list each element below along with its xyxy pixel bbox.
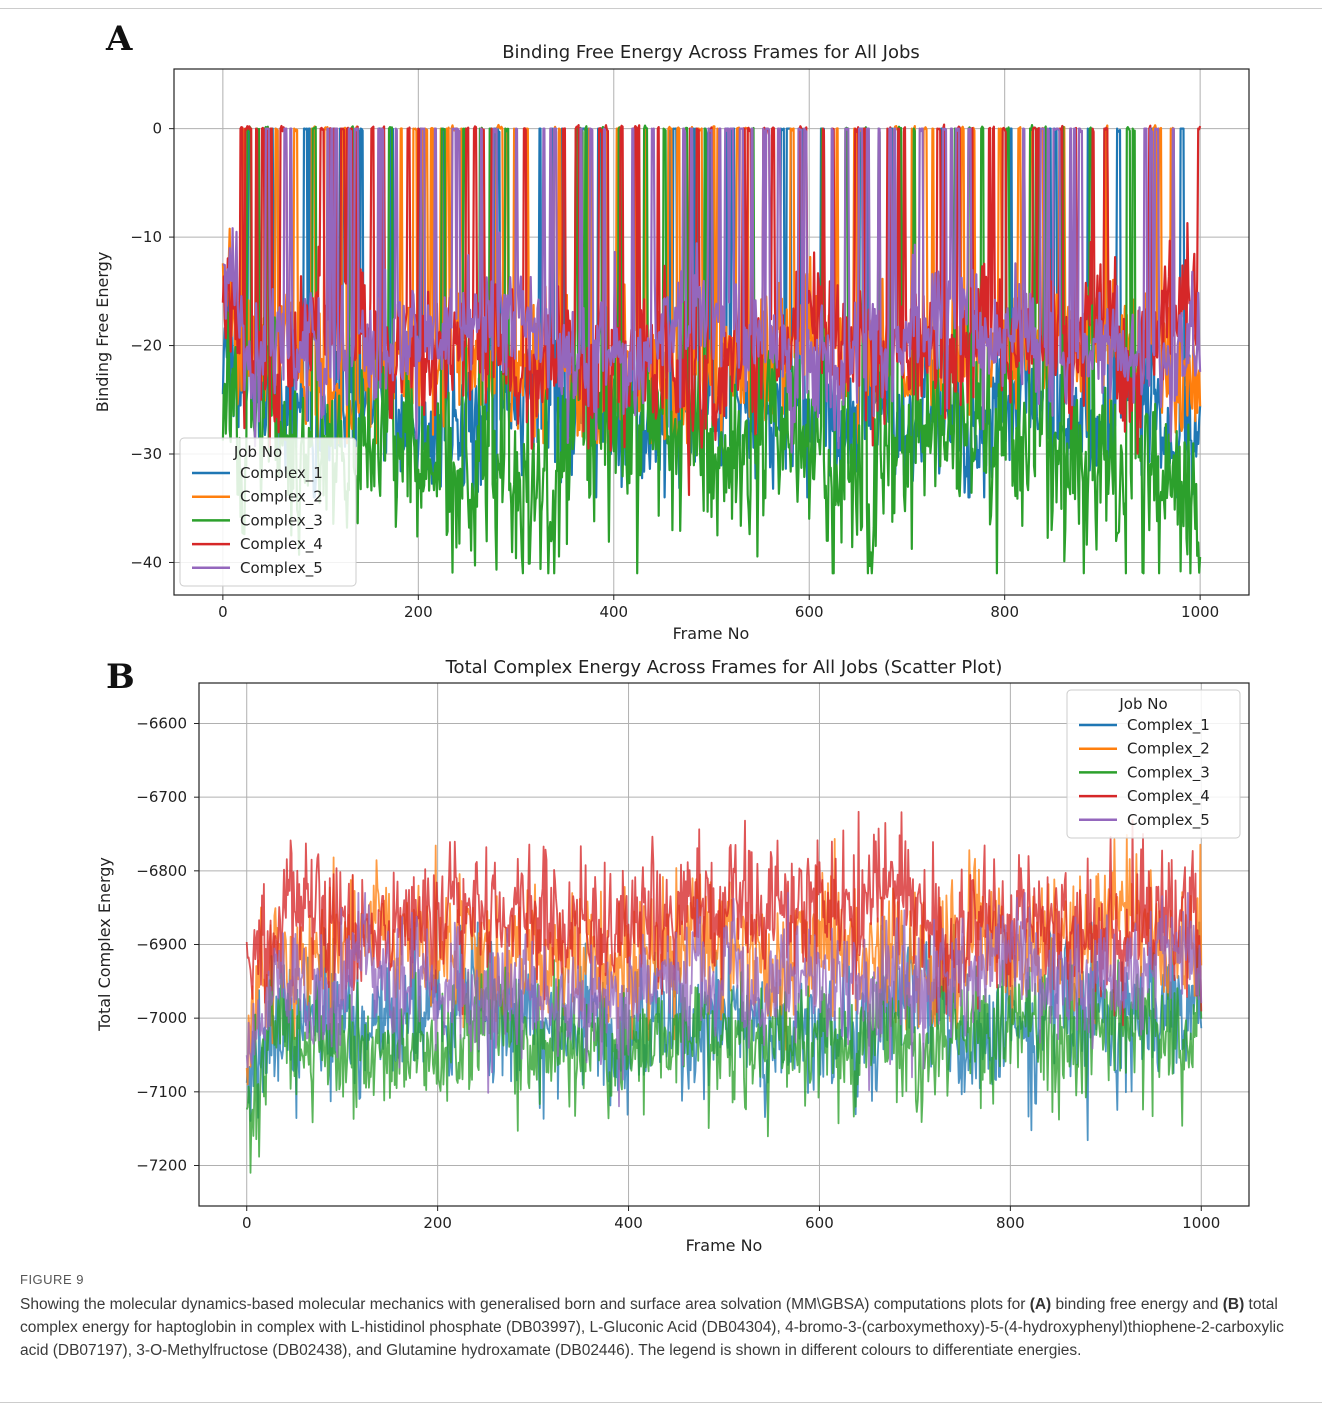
legend-title: Job No xyxy=(233,443,282,461)
tick-label-x: 1000 xyxy=(1182,1214,1220,1232)
tick-label-y: −7200 xyxy=(136,1156,187,1174)
figure-caption: FIGURE 9 Showing the molecular dynamics-… xyxy=(20,1272,1305,1362)
top-rule xyxy=(0,8,1322,9)
panel-letter-a: A xyxy=(105,19,133,59)
legend-label-complex-5: Complex_5 xyxy=(1127,811,1210,830)
tick-label-y: −20 xyxy=(130,337,162,355)
legend-title: Job No xyxy=(1118,695,1167,713)
tick-label-x: 600 xyxy=(795,603,824,621)
tick-label-x: 1000 xyxy=(1181,603,1219,621)
tick-label-x: 800 xyxy=(996,1214,1025,1232)
tick-label-y: −40 xyxy=(130,553,162,571)
tick-label-x: 400 xyxy=(599,603,628,621)
legend-label-complex-2: Complex_2 xyxy=(1127,740,1210,759)
legend-box xyxy=(179,437,357,587)
tick-label-y: −10 xyxy=(130,228,162,246)
series-line-complex-5 xyxy=(222,127,1202,454)
caption-text: Showing the molecular dynamics-based mol… xyxy=(20,1293,1305,1362)
tick-label-y: −6700 xyxy=(136,788,187,806)
panel-b: B Total Complex Energy Across Frames for… xyxy=(95,657,1250,1255)
caption-rest: total complex energy for haptoglobin in … xyxy=(20,1296,1284,1359)
figure-canvas: A Binding Free Energy Across Frames for … xyxy=(93,19,1250,1255)
caption-ref-a: (A) xyxy=(1029,1296,1052,1313)
panel-a-ylabel: Binding Free Energy xyxy=(93,252,112,413)
panel-a-xlabel: Frame No xyxy=(673,624,750,643)
tick-label-y: −7000 xyxy=(136,1009,187,1027)
panel-letter-b: B xyxy=(106,657,135,697)
tick-label-x: 200 xyxy=(404,603,433,621)
legend-label-complex-4: Complex_4 xyxy=(1127,787,1210,806)
legend-label-complex-4: Complex_4 xyxy=(240,535,323,554)
bottom-rule xyxy=(0,1402,1322,1403)
panel-b-xlabel: Frame No xyxy=(686,1236,763,1255)
panel-b-series xyxy=(245,810,1203,1174)
legend-label-complex-3: Complex_3 xyxy=(240,511,323,530)
tick-label-x: 400 xyxy=(614,1214,643,1232)
panel-a-title: Binding Free Energy Across Frames for Al… xyxy=(502,42,920,63)
tick-label-x: 200 xyxy=(423,1214,452,1232)
legend-label-complex-1: Complex_1 xyxy=(1127,716,1210,735)
caption-ref-b: (B) xyxy=(1222,1296,1245,1313)
tick-label-x: 800 xyxy=(990,603,1019,621)
panel-b-ticks: 0 200 400 600 800 1000 −6600 −6700 −6800 −6900 −70… xyxy=(136,715,1220,1232)
caption-mid: binding free energy and xyxy=(1051,1296,1223,1313)
legend-label-complex-5: Complex_5 xyxy=(240,559,323,578)
tick-label-y: −7100 xyxy=(136,1083,187,1101)
panel-a-series xyxy=(221,123,1202,575)
tick-label-x: 600 xyxy=(805,1214,834,1232)
tick-label-y: −6900 xyxy=(136,936,187,954)
tick-label-x: 0 xyxy=(242,1214,252,1232)
panel-b-ylabel: Total Complex Energy xyxy=(95,857,114,1032)
series-line-complex-5 xyxy=(245,892,1203,1108)
caption-intro: Showing the molecular dynamics-based mol… xyxy=(20,1296,1030,1313)
tick-label-x: 0 xyxy=(218,603,228,621)
tick-label-y: 0 xyxy=(152,120,162,138)
legend-label-complex-2: Complex_2 xyxy=(240,488,323,507)
panel-a-frame xyxy=(173,68,1250,596)
caption-label: FIGURE 9 xyxy=(20,1272,84,1287)
panel-b-legend: Job No Complex_1 Complex_2 Complex_3 Complex… xyxy=(1066,689,1241,839)
panel-a-ticks: 0 200 400 600 800 1000 0 −10 −20 −30 −40 xyxy=(130,120,1219,621)
legend-label-complex-1: Complex_1 xyxy=(240,464,323,483)
tick-label-y: −6800 xyxy=(136,862,187,880)
tick-label-y: −6600 xyxy=(136,715,187,733)
legend-box xyxy=(1066,689,1241,839)
legend-label-complex-3: Complex_3 xyxy=(1127,763,1210,782)
panel-a: A Binding Free Energy Across Frames for … xyxy=(93,19,1250,643)
panel-a-legend: Job No Complex_1 Complex_2 Complex_3 Complex… xyxy=(179,437,357,587)
panel-b-title: Total Complex Energy Across Frames for A… xyxy=(445,657,1003,678)
tick-label-y: −30 xyxy=(130,445,162,463)
